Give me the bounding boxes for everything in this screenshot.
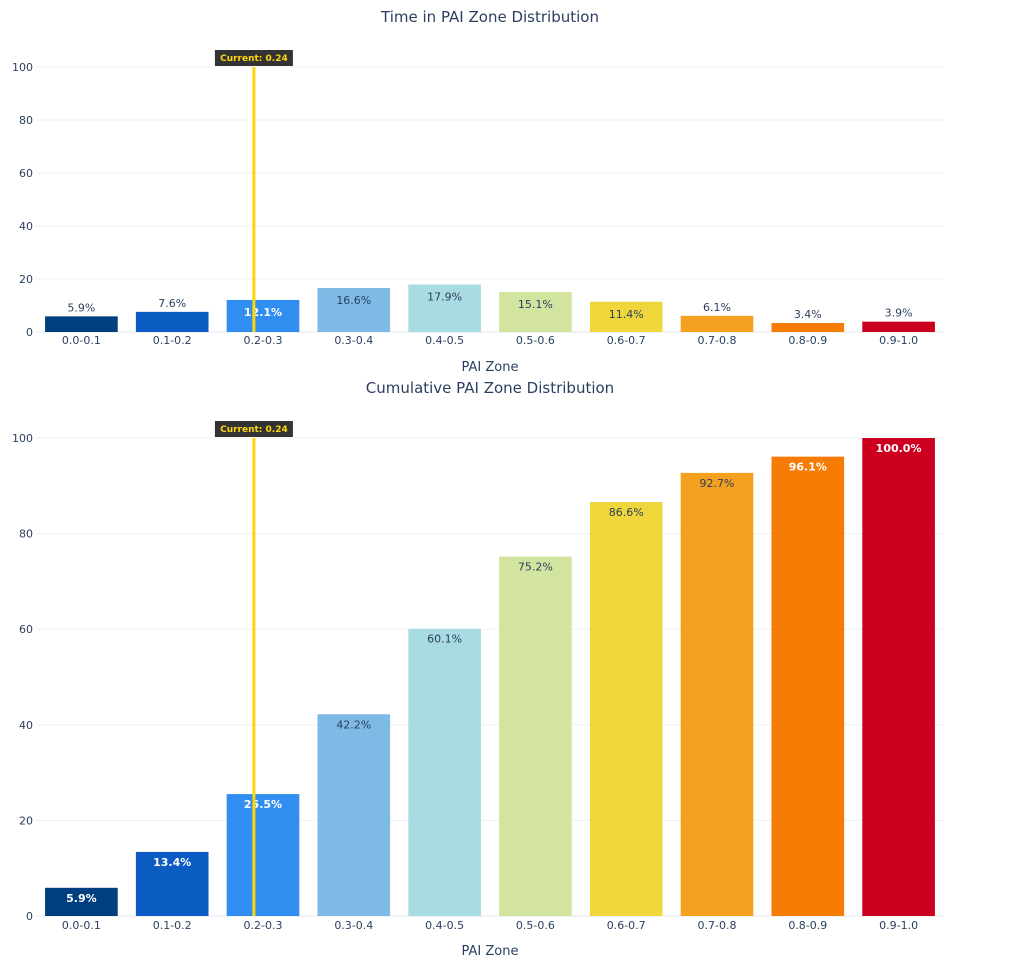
time-in-zone-current-marker-box — [214, 50, 293, 66]
time-in-zone-x-tick-label: 0.3-0.4 — [334, 334, 373, 347]
time-in-zone-y-tick-label: 60 — [19, 167, 33, 180]
cumulative-zone-data-label: 92.7% — [700, 477, 735, 490]
cumulative-zone-y-tick-label: 40 — [19, 719, 33, 732]
cumulative-zone-current-marker-box — [214, 421, 293, 437]
cumulative-zone-x-tick-label: 0.2-0.3 — [244, 919, 283, 932]
time-in-zone-x-tick-label: 0.4-0.5 — [425, 334, 464, 347]
time-in-zone-y-tick-label: 0 — [26, 326, 33, 339]
time-in-zone-data-label: 3.9% — [885, 307, 913, 320]
cumulative-zone-x-tick-label: 0.7-0.8 — [698, 919, 737, 932]
time-in-zone-data-label: 12.1% — [244, 306, 282, 319]
cumulative-zone-x-axis-title: PAI Zone — [462, 944, 519, 959]
cumulative-zone-y-tick-label: 20 — [19, 814, 33, 827]
time-in-zone-bar — [771, 322, 845, 332]
time-in-zone-bar — [317, 288, 391, 332]
time-in-zone-title: Time in PAI Zone Distribution — [380, 8, 599, 26]
cumulative-zone-chart: Cumulative PAI Zone Distribution PAI Zon… — [12, 379, 944, 959]
time-in-zone-y-tick-label: 20 — [19, 273, 33, 286]
cumulative-zone-bar — [408, 628, 481, 916]
cumulative-zone-bar — [862, 438, 935, 916]
time-in-zone-data-label: 17.9% — [427, 291, 462, 304]
time-in-zone-data-label: 3.4% — [794, 308, 822, 321]
cumulative-zone-bar — [771, 456, 845, 916]
cumulative-zone-x-tick-label: 0.3-0.4 — [334, 919, 373, 932]
time-in-zone-x-tick-label: 0.7-0.8 — [698, 334, 737, 347]
time-in-zone-data-label: 7.6% — [158, 297, 186, 310]
cumulative-zone-data-label: 60.1% — [427, 633, 462, 646]
cumulative-zone-y-tick-label: 60 — [19, 623, 33, 636]
time-in-zone-x-tick-label: 0.5-0.6 — [516, 334, 555, 347]
cumulative-zone-x-tick-label: 0.4-0.5 — [425, 919, 464, 932]
cumulative-zone-title: Cumulative PAI Zone Distribution — [366, 379, 614, 397]
time-in-zone-y-tick-label: 80 — [19, 114, 33, 127]
time-in-zone-bar — [226, 299, 300, 332]
cumulative-zone-bar — [499, 556, 572, 916]
cumulative-zone-bar — [135, 851, 209, 916]
time-in-zone-data-label: 6.1% — [703, 301, 731, 314]
time-in-zone-x-tick-label: 0.8-0.9 — [788, 334, 827, 347]
cumulative-zone-bar — [589, 502, 663, 916]
time-in-zone-x-tick-label: 0.0-0.1 — [62, 334, 101, 347]
time-in-zone-bar — [45, 316, 118, 332]
cumulative-zone-y-tick-label: 80 — [19, 528, 33, 541]
cumulative-zone-bar — [226, 794, 300, 916]
cumulative-zone-x-tick-label: 0.5-0.6 — [516, 919, 555, 932]
time-in-zone-bar — [589, 301, 663, 332]
cumulative-zone-bar — [45, 887, 118, 916]
time-in-zone-data-label: 11.4% — [609, 308, 644, 321]
time-in-zone-data-label: 16.6% — [336, 294, 371, 307]
cumulative-zone-y-tick-label: 0 — [26, 910, 33, 923]
cumulative-zone-data-label: 42.2% — [336, 718, 371, 731]
time-in-zone-bar — [862, 321, 935, 332]
time-in-zone-current-marker-label: Current: 0.24 — [220, 54, 288, 64]
time-in-zone-data-label: 15.1% — [518, 298, 553, 311]
time-in-zone-x-tick-label: 0.2-0.3 — [244, 334, 283, 347]
time-in-zone-bar — [408, 284, 481, 332]
time-in-zone-x-tick-label: 0.9-1.0 — [879, 334, 918, 347]
cumulative-zone-data-label: 25.5% — [244, 798, 282, 811]
cumulative-zone-data-label: 86.6% — [609, 506, 644, 519]
cumulative-zone-current-marker-label: Current: 0.24 — [220, 425, 288, 435]
cumulative-zone-x-tick-label: 0.9-1.0 — [879, 919, 918, 932]
time-in-zone-y-tick-label: 100 — [12, 61, 33, 74]
time-in-zone-x-axis-title: PAI Zone — [462, 360, 519, 375]
cumulative-zone-x-tick-label: 0.1-0.2 — [153, 919, 192, 932]
cumulative-zone-data-label: 13.4% — [153, 856, 191, 869]
cumulative-zone-data-label: 96.1% — [789, 461, 827, 474]
time-in-zone-bar — [499, 291, 572, 332]
cumulative-zone-bar — [680, 472, 754, 916]
time-in-zone-data-label: 5.9% — [67, 301, 95, 314]
time-in-zone-x-tick-label: 0.1-0.2 — [153, 334, 192, 347]
cumulative-zone-bar — [317, 714, 391, 916]
time-in-zone-bar — [135, 311, 209, 332]
cumulative-zone-data-label: 5.9% — [66, 892, 97, 905]
cumulative-zone-data-label: 75.2% — [518, 561, 553, 574]
cumulative-zone-x-tick-label: 0.8-0.9 — [788, 919, 827, 932]
cumulative-zone-x-tick-label: 0.6-0.7 — [607, 919, 646, 932]
cumulative-zone-y-tick-label: 100 — [12, 432, 33, 445]
time-in-zone-chart: Time in PAI Zone Distribution PAI Zone 0… — [12, 8, 944, 375]
cumulative-zone-data-label: 100.0% — [876, 442, 922, 455]
time-in-zone-bar — [680, 315, 754, 332]
cumulative-zone-x-tick-label: 0.0-0.1 — [62, 919, 101, 932]
time-in-zone-y-tick-label: 40 — [19, 220, 33, 233]
time-in-zone-x-tick-label: 0.6-0.7 — [607, 334, 646, 347]
